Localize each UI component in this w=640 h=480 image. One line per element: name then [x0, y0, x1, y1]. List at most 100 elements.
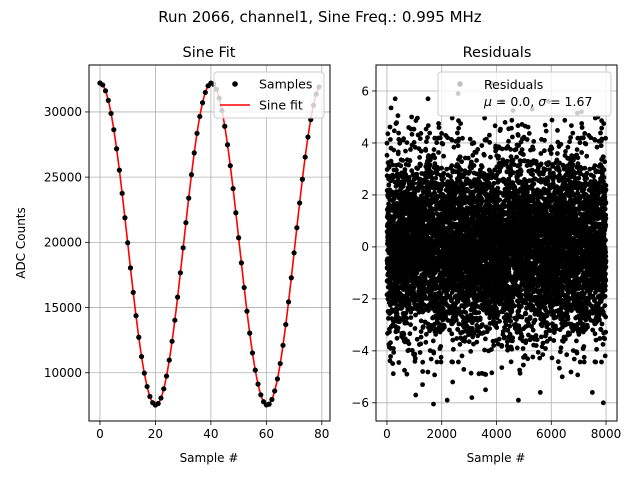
residuals-ytick-label: 4	[361, 136, 369, 150]
residuals-ytick-label: −4	[351, 344, 369, 358]
sample-point	[158, 395, 164, 401]
sine-fit-frame	[88, 64, 331, 422]
residuals-ytick-label: 2	[361, 188, 369, 202]
sine-fit-ylabel: ADC Counts	[14, 207, 28, 279]
sample-point	[186, 195, 192, 201]
residual-outlier-point	[483, 387, 488, 393]
residual-outlier-point	[425, 96, 431, 102]
sample-point	[247, 330, 253, 336]
sample-point	[227, 163, 233, 169]
sample-point	[230, 185, 236, 192]
sine-fit-ticks: 0 20 40 60 80 10000 15000 20000 25000 30000	[44, 105, 330, 441]
sample-point	[197, 113, 203, 120]
sample-point	[302, 154, 308, 160]
sample-point	[130, 289, 136, 295]
sample-point	[274, 376, 281, 382]
sample-point	[161, 386, 167, 392]
sample-point	[249, 350, 256, 356]
sine-fit-ytick-label: 30000	[44, 105, 82, 119]
residual-outlier-point	[600, 400, 606, 406]
residuals-ytick-label: 0	[361, 240, 369, 254]
residual-outlier-point	[444, 397, 450, 403]
sample-point	[291, 250, 297, 256]
sample-point	[125, 240, 131, 246]
sample-point	[283, 321, 289, 328]
sample-point	[236, 235, 242, 241]
sine-fit-axes: Sine Fit 0 20 40 60 80 10000 15000 20000 25000 30…	[14, 45, 331, 465]
sample-point	[138, 353, 145, 360]
sample-point	[136, 334, 142, 340]
sine-fit-xtick-label: 80	[314, 427, 329, 441]
sine-fit-legend: Samples Sine fit	[213, 71, 325, 119]
sine-fit-xtick-label: 20	[148, 427, 163, 441]
sample-point	[266, 401, 272, 407]
sample-point	[294, 225, 300, 231]
sample-point	[144, 383, 150, 390]
sample-point	[272, 388, 278, 394]
residual-outlier-point	[516, 397, 521, 403]
sample-point	[238, 260, 244, 266]
sample-point	[100, 82, 106, 88]
residual-outlier-point	[392, 96, 398, 102]
sample-point	[127, 265, 134, 271]
residuals-xlabel: Sample #	[467, 451, 526, 465]
residuals-xtick-label: 0	[383, 427, 391, 441]
residual-outlier-point	[589, 390, 595, 395]
sample-point	[108, 110, 114, 117]
figure-title: Run 2066, channel1, Sine Freq.: 0.995 MH…	[158, 8, 482, 26]
residual-outlier-point	[450, 379, 456, 385]
sine-fit-ytick-label: 20000	[44, 236, 82, 250]
sample-point	[305, 134, 311, 140]
legend-residuals-label: Residuals	[484, 77, 543, 92]
sine-fit-ytick-label: 15000	[44, 301, 82, 315]
sample-point	[102, 88, 109, 94]
sample-point	[285, 299, 292, 305]
legend-sine-fit-label: Sine fit	[259, 98, 303, 113]
residual-outlier-point	[431, 401, 436, 407]
sine-fit-title: Sine Fit	[183, 45, 236, 61]
legend-samples-label: Samples	[259, 77, 312, 92]
sample-point	[288, 275, 294, 281]
sample-point	[191, 150, 197, 156]
residual-outlier-point	[537, 390, 543, 395]
sine-fit-legend-box	[213, 71, 325, 119]
sample-point	[119, 190, 125, 196]
sample-point	[222, 123, 228, 129]
sample-point	[116, 167, 122, 173]
legend-samples-marker	[232, 81, 238, 87]
sample-point	[175, 294, 181, 300]
sample-point	[155, 400, 161, 407]
sample-point	[111, 127, 117, 133]
residual-outlier-point	[420, 382, 425, 388]
sample-point	[122, 215, 128, 221]
residuals-ytick-label: −6	[351, 396, 369, 410]
sample-point	[177, 270, 183, 276]
sample-point	[172, 317, 178, 323]
residual-outlier-point	[395, 113, 401, 119]
residuals-xtick-label: 2000	[426, 427, 457, 441]
sample-point	[277, 360, 283, 367]
residuals-ytick-label: 6	[361, 84, 369, 98]
sine-fit-ytick-label: 25000	[44, 170, 82, 184]
sample-point	[199, 100, 206, 106]
sample-point	[169, 338, 175, 344]
sine-fit-xtick-label: 40	[203, 427, 218, 441]
residuals-ytick-label: −2	[351, 292, 369, 306]
sample-point	[241, 284, 247, 291]
residuals-ticks: 0 2000 4000 6000 8000 −6 −4 −2 0 2 4 6	[351, 84, 621, 441]
residual-outlier-point	[388, 105, 394, 111]
sample-point	[166, 357, 172, 363]
legend-residuals-marker	[457, 81, 463, 87]
sample-point	[147, 393, 153, 400]
sample-point	[183, 220, 189, 226]
sine-fit-xlabel: Sample #	[180, 451, 239, 465]
sample-point	[255, 381, 261, 387]
sample-point	[224, 142, 231, 148]
residual-points	[384, 115, 609, 378]
sine-fit-ytick-label: 10000	[44, 366, 82, 380]
sample-point	[202, 89, 208, 96]
residuals-legend: Residuals μ = 0.0, σ = 1.67	[437, 71, 612, 117]
sample-point	[105, 97, 111, 103]
sample-point	[258, 392, 264, 398]
